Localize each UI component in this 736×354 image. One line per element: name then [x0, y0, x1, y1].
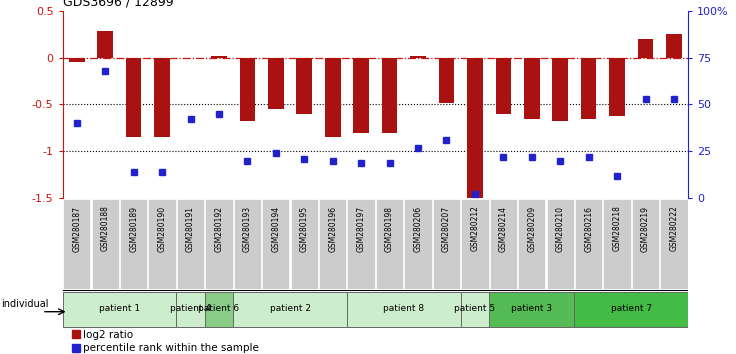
Text: GSM280210: GSM280210 — [556, 206, 565, 252]
FancyBboxPatch shape — [63, 292, 177, 327]
Text: GSM280189: GSM280189 — [129, 206, 138, 252]
FancyBboxPatch shape — [291, 199, 318, 289]
FancyBboxPatch shape — [177, 199, 204, 289]
Bar — [325, 57, 341, 137]
Bar — [353, 57, 369, 132]
FancyBboxPatch shape — [120, 199, 147, 289]
FancyBboxPatch shape — [205, 199, 233, 289]
Bar — [382, 57, 397, 132]
Text: GSM280197: GSM280197 — [357, 206, 366, 252]
Bar — [126, 57, 141, 137]
Bar — [524, 57, 539, 119]
Text: GSM280195: GSM280195 — [300, 206, 309, 252]
Text: GSM280188: GSM280188 — [101, 206, 110, 251]
FancyBboxPatch shape — [319, 199, 347, 289]
Text: patient 2: patient 2 — [269, 304, 311, 314]
Bar — [211, 56, 227, 57]
FancyBboxPatch shape — [347, 199, 375, 289]
Text: GSM280198: GSM280198 — [385, 206, 394, 252]
Text: GSM280214: GSM280214 — [499, 206, 508, 252]
Text: patient 8: patient 8 — [383, 304, 425, 314]
Text: GSM280222: GSM280222 — [670, 206, 679, 251]
FancyBboxPatch shape — [604, 199, 631, 289]
Text: patient 3: patient 3 — [512, 304, 552, 314]
Text: GDS3696 / 12899: GDS3696 / 12899 — [63, 0, 173, 8]
Text: GSM280207: GSM280207 — [442, 206, 451, 252]
FancyBboxPatch shape — [574, 292, 688, 327]
Text: patient 7: patient 7 — [611, 304, 652, 314]
Text: GSM280190: GSM280190 — [158, 206, 166, 252]
Bar — [240, 57, 255, 121]
Text: GSM280209: GSM280209 — [527, 206, 537, 252]
Bar — [97, 31, 113, 57]
FancyBboxPatch shape — [575, 199, 602, 289]
Bar — [666, 34, 682, 57]
FancyBboxPatch shape — [660, 199, 687, 289]
Text: patient 6: patient 6 — [199, 304, 239, 314]
Text: GSM280187: GSM280187 — [72, 206, 81, 252]
Text: GSM280196: GSM280196 — [328, 206, 337, 252]
Text: GSM280218: GSM280218 — [612, 206, 622, 251]
Bar — [410, 56, 426, 57]
FancyBboxPatch shape — [91, 199, 119, 289]
Bar — [268, 57, 283, 109]
Text: GSM280216: GSM280216 — [584, 206, 593, 252]
Text: GSM280192: GSM280192 — [214, 206, 224, 252]
Bar — [467, 57, 483, 203]
FancyBboxPatch shape — [461, 292, 489, 327]
FancyBboxPatch shape — [632, 199, 659, 289]
Text: patient 5: patient 5 — [454, 304, 495, 314]
FancyBboxPatch shape — [63, 199, 91, 289]
Bar — [609, 57, 625, 116]
FancyBboxPatch shape — [433, 199, 460, 289]
FancyBboxPatch shape — [233, 292, 347, 327]
Text: GSM280212: GSM280212 — [470, 206, 479, 251]
FancyBboxPatch shape — [149, 199, 176, 289]
Text: GSM280193: GSM280193 — [243, 206, 252, 252]
Bar — [155, 57, 170, 137]
Bar — [637, 39, 654, 57]
FancyBboxPatch shape — [234, 199, 261, 289]
FancyBboxPatch shape — [262, 199, 289, 289]
Text: GSM280194: GSM280194 — [272, 206, 280, 252]
Bar — [495, 57, 511, 114]
FancyBboxPatch shape — [376, 199, 403, 289]
Text: GSM280191: GSM280191 — [186, 206, 195, 252]
Bar — [439, 57, 454, 103]
Bar — [553, 57, 568, 121]
Text: patient 4: patient 4 — [170, 304, 211, 314]
FancyBboxPatch shape — [461, 199, 489, 289]
Bar — [581, 57, 596, 119]
Text: individual: individual — [1, 299, 49, 309]
Text: GSM280206: GSM280206 — [414, 206, 422, 252]
FancyBboxPatch shape — [518, 199, 545, 289]
Bar — [69, 57, 85, 62]
Legend: log2 ratio, percentile rank within the sample: log2 ratio, percentile rank within the s… — [68, 326, 263, 354]
FancyBboxPatch shape — [177, 292, 205, 327]
Text: GSM280219: GSM280219 — [641, 206, 650, 252]
FancyBboxPatch shape — [489, 199, 517, 289]
FancyBboxPatch shape — [489, 292, 574, 327]
FancyBboxPatch shape — [404, 199, 432, 289]
Text: patient 1: patient 1 — [99, 304, 140, 314]
Bar — [297, 57, 312, 114]
FancyBboxPatch shape — [205, 292, 233, 327]
FancyBboxPatch shape — [347, 292, 461, 327]
FancyBboxPatch shape — [547, 199, 574, 289]
